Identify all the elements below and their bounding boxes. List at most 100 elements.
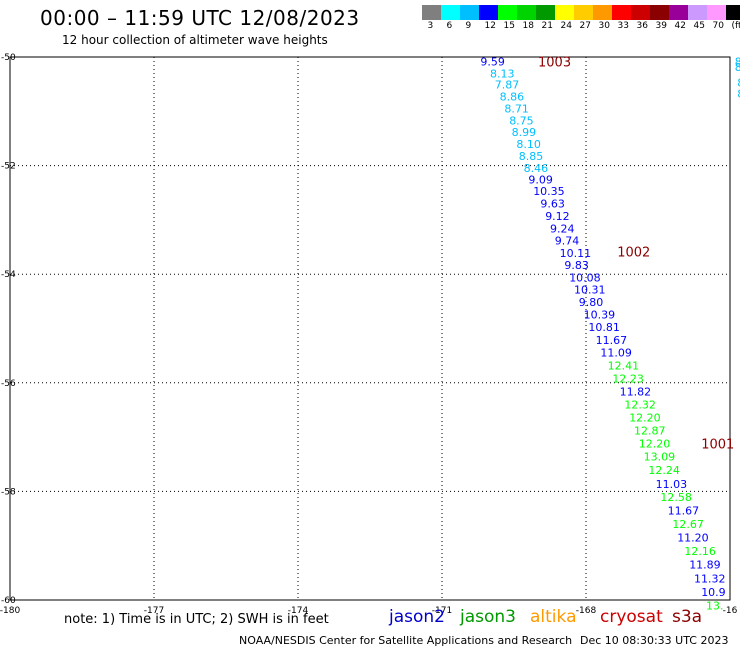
x-tick-label: -171	[432, 606, 452, 616]
x-tick-label: -168	[576, 606, 597, 616]
legend-label: 6	[446, 21, 453, 31]
legend-swatch	[555, 5, 574, 20]
wave-height-value: 11.82	[620, 385, 652, 398]
wave-height-value: 8.86	[500, 91, 524, 104]
legend-swatch	[593, 5, 612, 20]
wave-height-value: 8.99	[512, 126, 536, 139]
wave-height-value: 9.24	[550, 223, 575, 236]
satellite-altika-label: altika	[530, 607, 577, 627]
legend-swatches	[422, 5, 740, 20]
y-tick-label: -52	[1, 162, 16, 172]
x-tick-label: -16	[723, 606, 738, 616]
satellite-jason2-label: jason2	[389, 607, 445, 627]
legend-label: (ft)	[731, 21, 740, 31]
wave-height-value: 9.83	[564, 259, 589, 272]
wave-height-value: 11.09	[600, 346, 632, 359]
legend-swatch	[631, 5, 650, 20]
wave-height-value: 12.87	[634, 425, 666, 438]
wave-height-value: 13.09	[644, 451, 676, 464]
wave-height-value: 8.23	[737, 87, 740, 100]
legend-label: 39	[655, 21, 667, 31]
wave-height-value: 12.23	[612, 372, 644, 385]
legend-label: 36	[636, 21, 648, 31]
wave-height-value: 10.81	[588, 321, 620, 334]
wave-height-value: 10.9	[701, 586, 726, 599]
legend-swatch	[536, 5, 555, 20]
wave-height-value: 9.59	[480, 55, 505, 68]
wave-height-value: 8.51	[737, 77, 740, 90]
wave-height-value: 8.87	[735, 55, 740, 68]
legend-swatch	[650, 5, 669, 20]
x-tick-label: -174	[288, 606, 309, 616]
wave-height-value: 11.20	[677, 532, 709, 545]
legend-swatch	[517, 5, 536, 20]
wave-height-value: 9.74	[555, 235, 580, 248]
wave-height-value: 13.	[706, 599, 724, 612]
satellite-s3a-label: s3a	[672, 607, 703, 627]
y-tick-label: -58	[1, 487, 16, 497]
wave-height-value: 8.48	[735, 61, 740, 74]
wave-height-value: 10.35	[533, 185, 565, 198]
wave-height-value: 12.41	[608, 359, 640, 372]
y-tick-label: -60	[1, 596, 16, 606]
wave-height-value: 9.09	[528, 174, 553, 187]
wave-height-value: 10.31	[574, 283, 606, 296]
wave-height-value: 12.32	[624, 399, 656, 412]
y-tick-label: -56	[1, 379, 16, 389]
wave-height-value: 8.10	[516, 138, 541, 151]
wave-height-value: 12.20	[629, 412, 661, 425]
legend-label: 42	[674, 21, 686, 31]
wave-height-value: 8.71	[504, 103, 529, 116]
wave-height-value: 10.39	[584, 308, 616, 321]
credit-line: NOAA/NESDIS Center for Satellite Applica…	[239, 634, 573, 647]
footer-note: note: 1) Time is in UTC; 2) SWH is in fe…	[64, 612, 329, 627]
legend-swatch	[460, 5, 479, 20]
legend-swatch	[669, 5, 688, 20]
wave-height-value: 8.85	[519, 150, 544, 163]
wave-height-value: 11.32	[694, 572, 726, 585]
legend-swatch	[498, 5, 517, 20]
wave-height-value: 11.67	[596, 334, 628, 347]
legend-label: 24	[560, 21, 572, 31]
wave-height-value: 7.87	[495, 79, 520, 92]
legend-label: 18	[522, 21, 534, 31]
legend-label: 33	[617, 21, 629, 31]
legend-swatch	[422, 5, 441, 20]
pressure-annotation: 1002	[617, 245, 650, 260]
wave-height-value: 8.13	[490, 67, 515, 80]
pressure-annotation: 1001	[701, 438, 734, 453]
y-tick-label: -50	[1, 53, 16, 63]
chart-subtitle: 12 hour collection of altimeter wave hei…	[62, 33, 328, 47]
y-tick-label: -54	[1, 270, 16, 280]
legend-swatch	[574, 5, 593, 20]
wave-height-value: 8.46	[524, 162, 549, 175]
wave-height-value: 12.24	[648, 464, 680, 477]
legend-label: 12	[484, 21, 496, 31]
wave-height-value: 12.58	[660, 491, 692, 504]
wave-height-value: 12.16	[684, 545, 716, 558]
legend-label: 15	[503, 21, 515, 31]
legend-swatch	[612, 5, 631, 20]
wave-height-value: 10.11	[560, 247, 592, 260]
legend-label: 21	[541, 21, 553, 31]
satellite-cryosat-label: cryosat	[600, 607, 663, 627]
legend-swatch	[441, 5, 460, 20]
legend-label: 30	[598, 21, 610, 31]
wave-height-value: 11.67	[668, 504, 700, 517]
wave-height-value: 9.12	[545, 210, 570, 223]
generation-timestamp: Dec 10 08:30:33 UTC 2023	[580, 634, 729, 647]
plot-frame	[9, 56, 731, 601]
wave-height-value: 9.80	[579, 296, 604, 309]
x-tick-label: -180	[0, 606, 20, 616]
pressure-annotation: 1003	[538, 55, 571, 70]
legend-swatch	[707, 5, 726, 20]
legend-label: 3	[427, 21, 434, 31]
wave-height-value: 11.03	[656, 478, 688, 491]
legend-swatch	[688, 5, 707, 20]
satellite-jason3-label: jason3	[460, 607, 516, 627]
wave-height-value: 11.89	[689, 559, 721, 572]
legend-label: 27	[579, 21, 591, 31]
legend-label: 9	[465, 21, 472, 31]
